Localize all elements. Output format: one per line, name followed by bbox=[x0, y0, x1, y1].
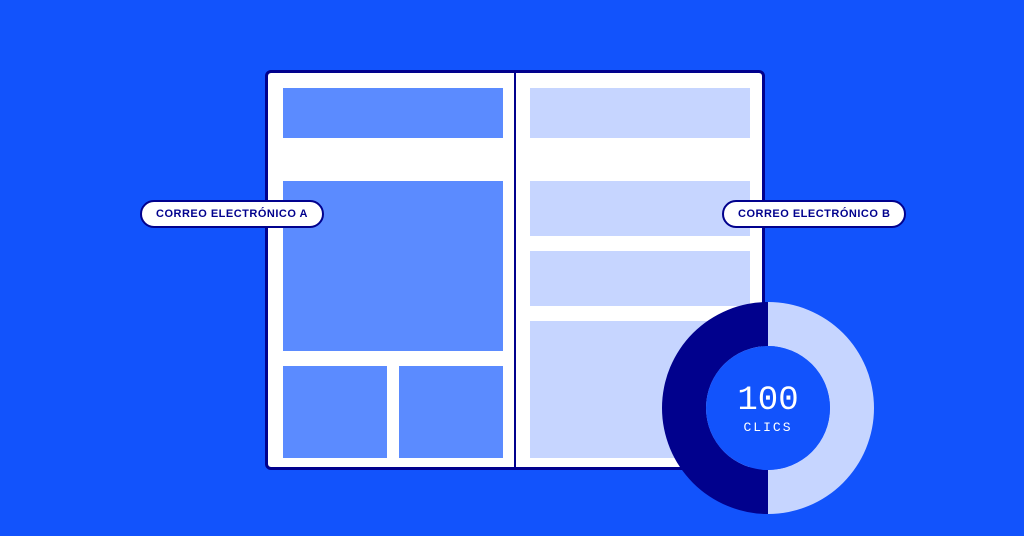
ab-divider bbox=[514, 73, 516, 467]
label-email-a: CORREO ELECTRÓNICO A bbox=[140, 200, 324, 228]
variant-a-block-0 bbox=[283, 88, 503, 138]
donut-label: CLICS bbox=[743, 420, 792, 435]
clicks-donut: 100 CLICS bbox=[662, 302, 874, 514]
variant-b-block-2 bbox=[530, 251, 750, 306]
label-email-b-text: CORREO ELECTRÓNICO B bbox=[738, 208, 890, 220]
donut-center: 100 CLICS bbox=[706, 346, 830, 470]
variant-b-block-1 bbox=[530, 181, 750, 236]
label-email-a-text: CORREO ELECTRÓNICO A bbox=[156, 208, 308, 220]
donut-value: 100 bbox=[737, 382, 798, 420]
email-variant-a bbox=[268, 73, 515, 467]
variant-a-block-2 bbox=[283, 366, 387, 458]
label-email-b: CORREO ELECTRÓNICO B bbox=[722, 200, 906, 228]
variant-b-block-0 bbox=[530, 88, 750, 138]
variant-a-block-3 bbox=[399, 366, 503, 458]
